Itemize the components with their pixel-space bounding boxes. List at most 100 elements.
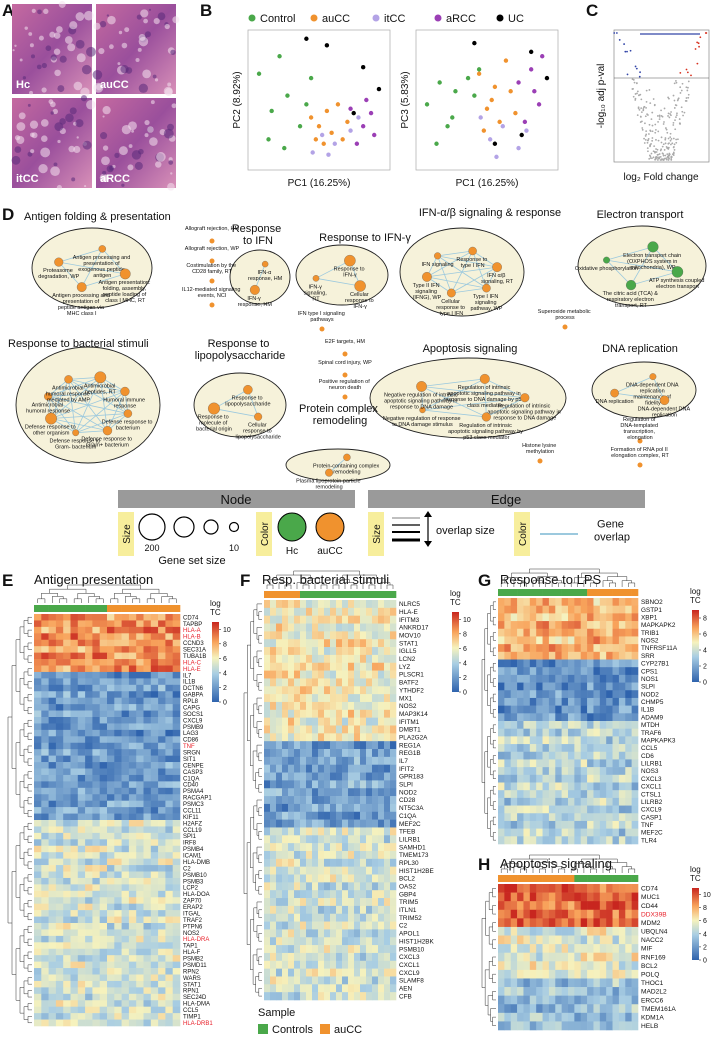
heatmap-cell xyxy=(129,801,137,808)
heatmap-cell xyxy=(34,743,42,750)
heatmap-cell xyxy=(517,698,524,706)
heatmap-cell xyxy=(85,936,93,943)
heatmap-cell xyxy=(264,945,270,953)
gene-label: TAP1 xyxy=(183,944,198,950)
heatmap-cell xyxy=(517,918,524,927)
heatmap-cell xyxy=(600,798,607,806)
heatmap-cell xyxy=(574,927,581,936)
heatmap-cell xyxy=(360,788,366,796)
heatmap-cell xyxy=(71,698,79,705)
heatmap-cell xyxy=(92,852,100,859)
heatmap-cell xyxy=(498,706,505,714)
heatmap-cell xyxy=(41,975,49,982)
heatmap-cell xyxy=(555,752,562,760)
heatmap-cell xyxy=(100,859,108,866)
heatmap-cell xyxy=(282,710,288,718)
heatmap-cell xyxy=(294,875,300,883)
heatmap-cell xyxy=(330,812,336,820)
heatmap-cell xyxy=(78,897,86,904)
heatmap-cell xyxy=(129,640,137,647)
heatmap-cell xyxy=(165,711,173,718)
heatmap-cell xyxy=(158,788,166,795)
gene-label: LCN2 xyxy=(399,656,416,663)
tissue-texture xyxy=(25,26,28,29)
color-label: Hc xyxy=(286,546,298,557)
dendrogram xyxy=(493,771,496,779)
heatmap-cell xyxy=(523,675,530,683)
gene-label: PSMB10 xyxy=(183,873,207,879)
gene-label: CTSL1 xyxy=(641,791,661,798)
heatmap-cell xyxy=(498,936,505,945)
heatmap-cell xyxy=(312,663,318,671)
heatmap-cell xyxy=(378,812,384,820)
dendrogram xyxy=(628,869,634,873)
heatmap-cell xyxy=(264,671,270,679)
colorbar-tick-label: 0 xyxy=(223,700,227,707)
heatmap-cell xyxy=(144,884,152,891)
heatmap-cell xyxy=(158,801,166,808)
dendrogram xyxy=(493,1017,496,1026)
heatmap-cell xyxy=(264,929,270,937)
heatmap-cell xyxy=(300,639,306,647)
heatmap-cell xyxy=(384,694,390,702)
heatmap-cell xyxy=(264,875,270,883)
dendrogram xyxy=(28,785,32,791)
heatmap-cell xyxy=(100,672,108,679)
heatmap-cell xyxy=(574,953,581,962)
heatmap-cell xyxy=(517,621,524,629)
heatmap-cell xyxy=(100,962,108,969)
heatmap-cell xyxy=(49,775,57,782)
heatmap-cell xyxy=(92,981,100,988)
heatmap-cell xyxy=(56,1000,64,1007)
dendrogram xyxy=(259,808,262,816)
heatmap-cell xyxy=(151,891,159,898)
heatmap-cell xyxy=(549,736,556,744)
heatmap-cell xyxy=(348,796,354,804)
heatmap-cell xyxy=(151,904,159,911)
heatmap-cell xyxy=(92,942,100,949)
tissue-texture xyxy=(49,32,55,38)
heatmap-cell xyxy=(498,836,505,844)
gene-label: BCL2 xyxy=(399,876,415,883)
heatmap-cell xyxy=(276,922,282,930)
gene-label: ZAP70 xyxy=(183,899,202,905)
heatmap-cell xyxy=(78,704,86,711)
tissue-texture xyxy=(54,162,58,166)
heatmap-cell xyxy=(144,711,152,718)
heatmap-cell xyxy=(330,820,336,828)
heatmap-cell xyxy=(581,829,588,837)
dendrogram xyxy=(125,596,136,603)
tissue-texture xyxy=(147,126,154,133)
heatmap-cell xyxy=(136,717,144,724)
gene-label: CCND3 xyxy=(183,641,204,647)
heatmap-cell xyxy=(288,922,294,930)
heatmap-cell xyxy=(517,893,524,902)
gene-label: POLQ xyxy=(641,971,659,978)
heatmap-cell xyxy=(504,1013,511,1022)
heatmap-cell xyxy=(63,1000,71,1007)
heatmap-cell xyxy=(568,775,575,783)
heatmap-cell xyxy=(354,773,360,781)
y-axis-label: PC2 (8.92%) xyxy=(232,71,243,128)
heatmap-cell xyxy=(523,736,530,744)
heatmap-cell xyxy=(511,978,518,987)
heatmap-cell xyxy=(536,613,543,621)
heatmap-cell xyxy=(151,878,159,885)
heatmap-cell xyxy=(85,769,93,776)
heatmap-cell xyxy=(34,801,42,808)
heatmap-cell xyxy=(511,698,518,706)
heatmap-cell xyxy=(511,1004,518,1013)
heatmap-cell xyxy=(504,790,511,798)
heatmap-cell xyxy=(78,743,86,750)
heatmap-cell xyxy=(136,730,144,737)
heatmap-cell xyxy=(151,653,159,660)
heatmap-cell xyxy=(107,788,115,795)
heatmap-cell xyxy=(360,710,366,718)
heatmap-cell xyxy=(165,749,173,756)
heatmap-cell xyxy=(264,898,270,906)
heatmap-cell xyxy=(129,962,137,969)
heatmap-cell xyxy=(555,978,562,987)
heatmap-cell xyxy=(92,884,100,891)
heatmap-cell xyxy=(511,606,518,614)
dendrogram xyxy=(490,636,493,651)
